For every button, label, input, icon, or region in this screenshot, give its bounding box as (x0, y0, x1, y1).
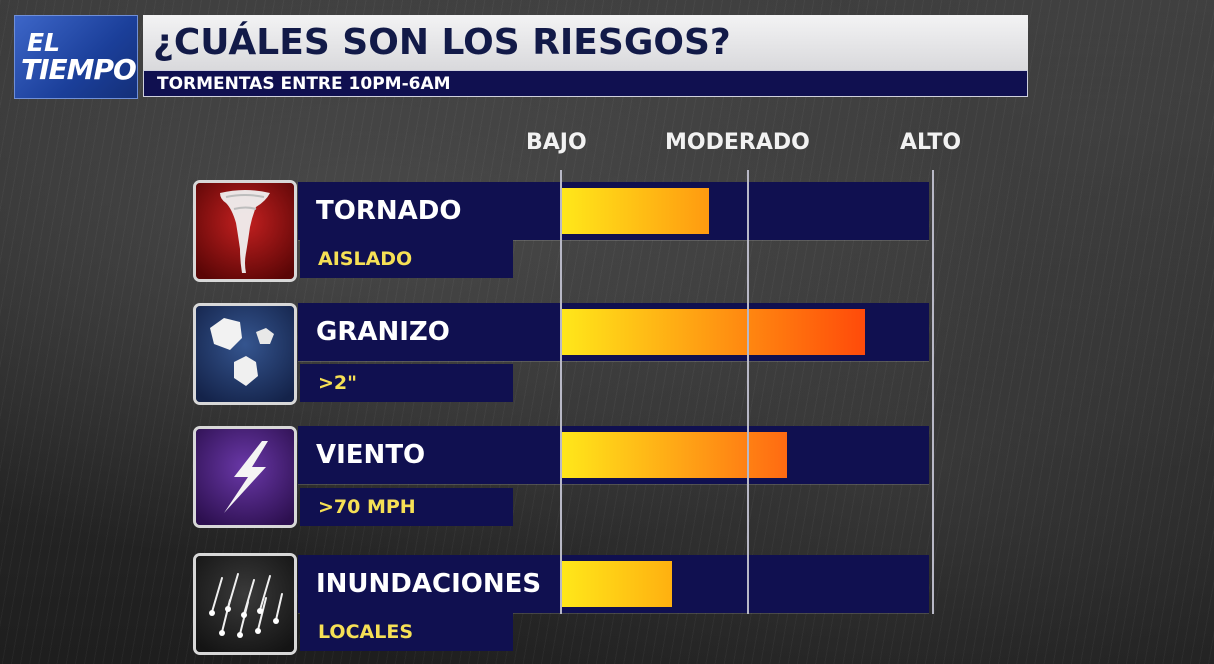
risk-name: GRANIZO (316, 317, 450, 347)
scale-label-moderate: MODERADO (665, 130, 810, 155)
header: ¿CUÁLES SON LOS RIESGOS? (143, 15, 1028, 70)
risk-level-fill-tornado (561, 188, 709, 234)
risk-detail-flood: LOCALES (300, 613, 513, 651)
risk-level-fill-flood (561, 561, 672, 607)
risk-detail-text: >2" (318, 372, 358, 394)
scale-label-high: ALTO (900, 130, 962, 155)
logo-line-1: EL (27, 28, 61, 57)
risk-name: VIENTO (316, 440, 426, 470)
flood-tile (193, 553, 297, 655)
wind-tile (193, 426, 297, 528)
logo-line-2: TIEMPO (21, 53, 137, 86)
hail-icon (196, 306, 294, 402)
risk-level-fill-wind (561, 432, 787, 478)
el-tiempo-logo: EL TIEMPO (14, 15, 138, 99)
subheader: TORMENTAS ENTRE 10PM-6AM (143, 70, 1028, 97)
scale-label-low: BAJO (526, 130, 587, 155)
hail-tile (193, 303, 297, 405)
rain-icon (196, 556, 294, 652)
tornado-icon (196, 183, 294, 279)
lightning-icon (196, 429, 294, 525)
scale-line-low (560, 170, 562, 614)
risk-detail-wind: >70 MPH (300, 488, 513, 526)
risk-name: TORNADO (316, 196, 462, 226)
page-title: ¿CUÁLES SON LOS RIESGOS? (153, 22, 731, 63)
tornado-tile (193, 180, 297, 282)
risk-detail-text: AISLADO (318, 248, 413, 270)
risk-detail-hail: >2" (300, 364, 513, 402)
risk-detail-text: LOCALES (318, 621, 413, 643)
risk-detail-text: >70 MPH (318, 496, 416, 518)
risk-level-fill-hail (561, 309, 865, 355)
risk-name: INUNDACIONES (316, 569, 542, 599)
page-subtitle: TORMENTAS ENTRE 10PM-6AM (157, 74, 451, 94)
risk-detail-tornado: AISLADO (300, 240, 513, 278)
scale-line-high (932, 170, 934, 614)
scale-line-moderate (747, 170, 749, 614)
